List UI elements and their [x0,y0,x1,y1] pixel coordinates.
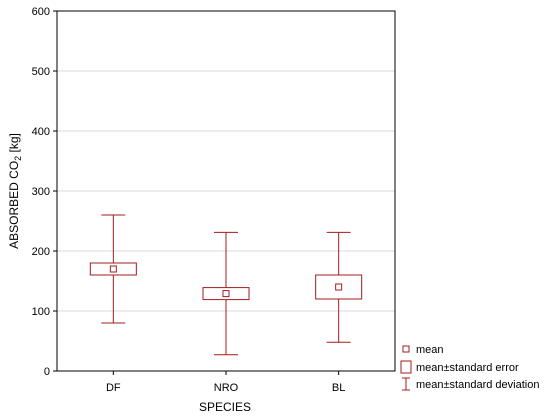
x-axis-title: SPECIES [199,400,251,414]
y-tick-label: 400 [32,126,50,138]
legend-mean-marker [402,345,410,353]
legend: mean mean±standard error mean±standard dev… [400,344,539,391]
x-tick-label-nro: NRO [214,382,239,394]
box-nro [202,231,250,356]
y-axis: 0 100 200 300 400 500 600 [32,6,57,378]
y-tick-label: 500 [32,66,50,78]
y-axis-title-subscript: 2 [13,156,23,161]
y-axis-title: ABSORBED CO2 [kg] [7,133,23,249]
y-tick-label: 600 [32,6,50,18]
x-axis: DF NRO BL [106,371,345,394]
y-tick-label: 200 [32,246,50,258]
legend-label-sd-whisker: mean±standard deviation [416,379,539,391]
mean-marker [109,265,117,273]
series-boxes [89,214,363,356]
legend-label-se-box: mean±standard error [416,362,519,374]
legend-symbol-mean-marker [402,345,410,353]
legend-se-box [400,360,412,374]
legend-label-mean-marker: mean [416,344,444,356]
standard-error-box [89,262,137,276]
mean-marker [335,283,343,291]
mean-marker [222,290,230,298]
legend-symbol-sd-whisker [402,377,410,391]
y-tick-label: 0 [44,366,50,378]
x-tick-label-bl: BL [332,382,345,394]
legend-symbol-se-box [400,360,412,374]
x-tick-label-df: DF [106,382,121,394]
standard-error-box [202,287,250,301]
y-tick-label: 300 [32,186,50,198]
y-tick-label: 100 [32,306,50,318]
box-df [89,214,137,324]
standard-error-box [315,274,363,300]
y-axis-title-unit: [kg] [7,133,21,156]
box-bl [315,231,363,343]
y-axis-title-main: ABSORBED CO [7,161,21,249]
